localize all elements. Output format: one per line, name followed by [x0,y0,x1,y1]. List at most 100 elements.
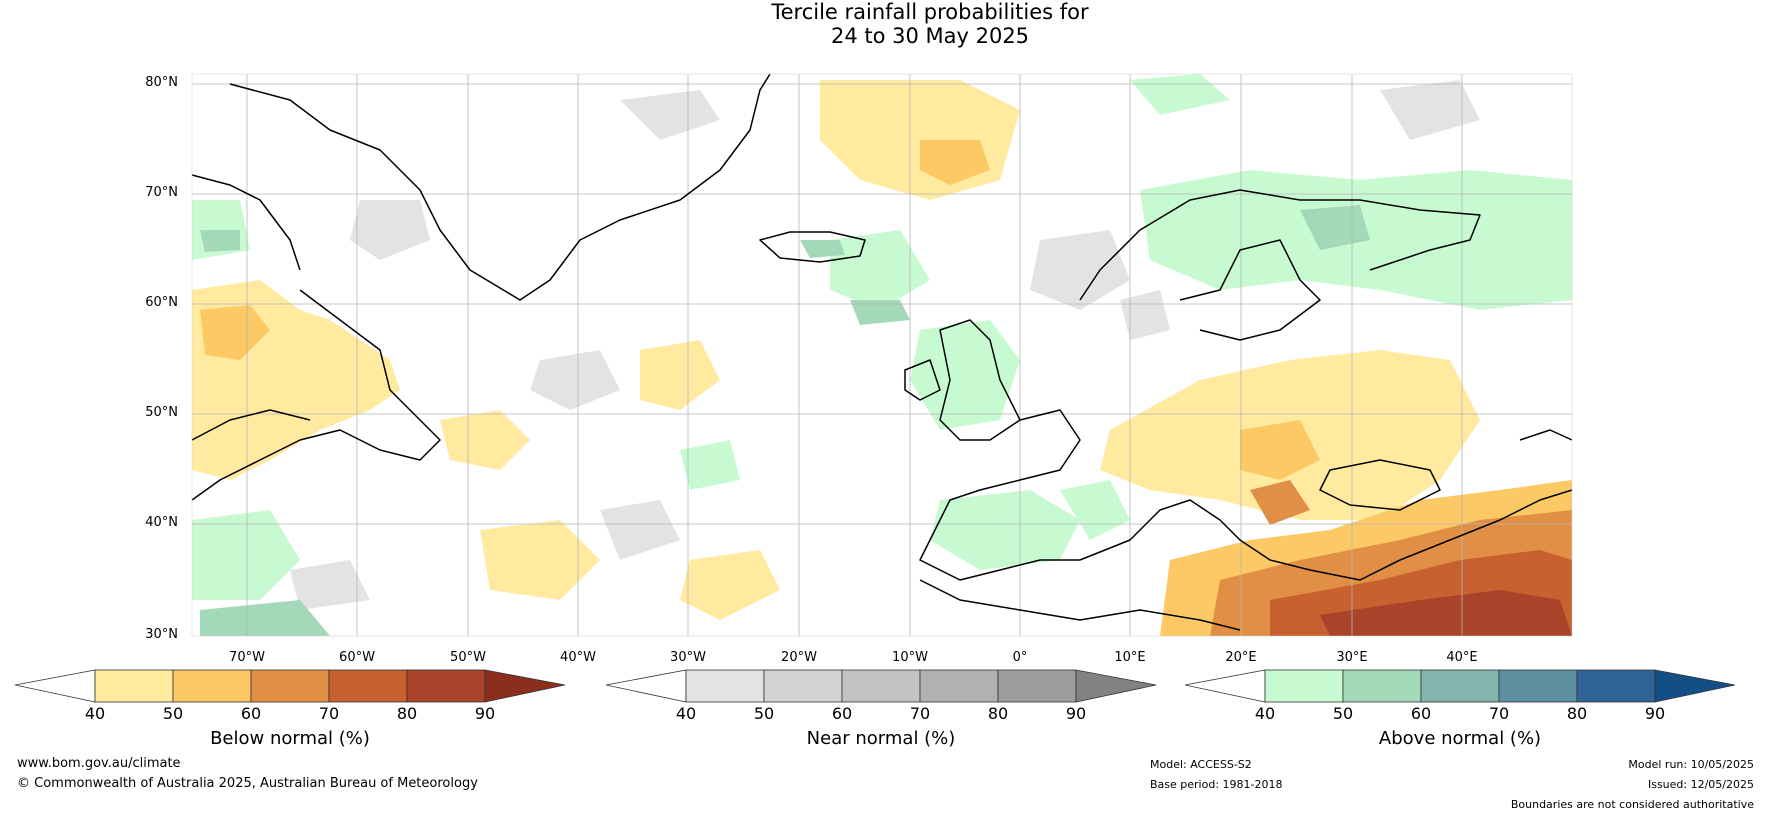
above-bin-80-90 [1576,669,1656,703]
lat-label-40n: 40°N [145,515,178,530]
below-tick-60: 60 [240,704,262,723]
above-atlantic-1 [830,230,930,310]
colorbar-below-title: Below normal (%) [210,728,370,749]
lon-label-20w: 20°W [781,650,817,665]
above-tick-90: 90 [1644,704,1666,723]
near-tick-80: 80 [987,704,1009,723]
lat-label-80n: 80°N [145,75,178,90]
caspian-coast [1519,429,1573,441]
near-3 [620,90,720,140]
below-atlantic-2 [640,340,720,410]
below-bin-60-70 [250,669,330,703]
lon-label-60w: 60°W [339,650,375,665]
near-bin-70-80 [919,669,999,703]
above-tick-70: 70 [1488,704,1510,723]
lon-label-30w: 30°W [670,650,706,665]
colorbar-above [1185,669,1736,703]
disclaimer-text: Boundaries are not considered authoritat… [1510,798,1754,811]
graticule [192,74,1572,636]
greenland-west [191,174,301,271]
title-line-2: 24 to 30 May 2025 [830,24,1030,48]
below-bin-50-60 [172,669,252,703]
above-tick-80: 80 [1566,704,1588,723]
africa-north-coast [919,579,1241,631]
below-tick-40: 40 [84,704,106,723]
above-arrow-right [1654,669,1736,703]
above-tick-50: 50 [1332,704,1354,723]
near-tick-40: 40 [675,704,697,723]
uk-coast [939,319,1021,441]
title-line-1: Tercile rainfall probabilities for [771,0,1089,24]
below-east-europe-core [1240,420,1320,480]
website-link[interactable]: www.bom.gov.au/climate [17,756,181,771]
near-tick-60: 60 [831,704,853,723]
above-italy [1060,480,1130,540]
baltic-coast [1179,239,1321,341]
norway-coast [1079,189,1481,301]
above-tick-60: 60 [1410,704,1432,723]
below-greenland-sea-core [920,140,990,185]
colorbar-below [15,669,566,703]
near-tick-50: 50 [753,704,775,723]
above-arrow-left [1185,669,1266,703]
above-atlantic-4 [192,510,300,600]
near-bin-40-50 [685,669,765,703]
below-tick-70: 70 [318,704,340,723]
near-5 [1120,290,1170,340]
near-8 [290,560,370,610]
above-greenland-west-core [200,230,240,252]
above-scandinavia-mid [1300,205,1370,250]
model-text: Model: ACCESS-S2 [1150,758,1252,771]
near-arrow-right [1075,669,1157,703]
mediterranean-coast [1079,489,1573,581]
near-tick-90: 90 [1065,704,1087,723]
below-middle-east-darkest [1320,590,1572,636]
ireland-coast [904,359,941,401]
lon-label-40w: 40°W [560,650,596,665]
copyright-text: © Commonwealth of Australia 2025, Austra… [17,776,478,791]
europe-west-coast [919,409,1081,581]
below-atlantic-1 [440,410,530,470]
lon-label-10e: 10°E [1114,650,1146,665]
black-sea-coast [1319,459,1441,511]
lat-label-50n: 50°N [145,405,178,420]
model-run-text: Model run: 10/05/2025 [1628,758,1754,771]
below-arrow-right [484,669,566,703]
below-bin-80-90 [406,669,486,703]
below-balkan-core [1250,480,1310,525]
below-labrador-core [200,305,270,360]
colorbar-near-title: Near normal (%) [806,728,956,749]
below-atlantic-4 [680,550,780,620]
above-bin-60-70 [1420,669,1500,703]
lon-label-70w: 70°W [229,650,265,665]
map-frame [191,73,1573,637]
below-bin-70-80 [328,669,408,703]
near-arrow-left [606,669,687,703]
lat-label-30n: 30°N [145,627,178,642]
near-7 [600,500,680,560]
colorbar-near [606,669,1157,703]
colorbar-above-title: Above normal (%) [1378,728,1542,749]
above-bin-70-80 [1498,669,1578,703]
coastlines [191,73,1573,631]
greenland-coast [229,73,771,301]
below-atlantic-3 [480,520,600,600]
below-bin-40-50 [94,669,174,703]
above-iberia [930,490,1080,570]
above-atlantic-2 [850,300,910,325]
above-atlantic-3 [680,440,740,490]
lat-label-60n: 60°N [145,295,178,310]
above-sw-corner [200,600,330,636]
issued-text: Issued: 12/05/2025 [1647,778,1754,791]
near-normal-areas [290,80,1480,610]
above-bin-50-60 [1342,669,1422,703]
near-2 [530,350,620,410]
lon-label-40e: 40°E [1446,650,1478,665]
map-title: Tercile rainfall probabilities for 24 to… [0,0,1770,48]
above-bin-40-50 [1264,669,1344,703]
labrador-coast [191,289,441,501]
above-iceland-core [800,240,845,258]
lon-label-30e: 30°E [1336,650,1368,665]
lon-label-10w: 10°W [892,650,928,665]
base-period-text: Base period: 1981-2018 [1150,778,1283,791]
